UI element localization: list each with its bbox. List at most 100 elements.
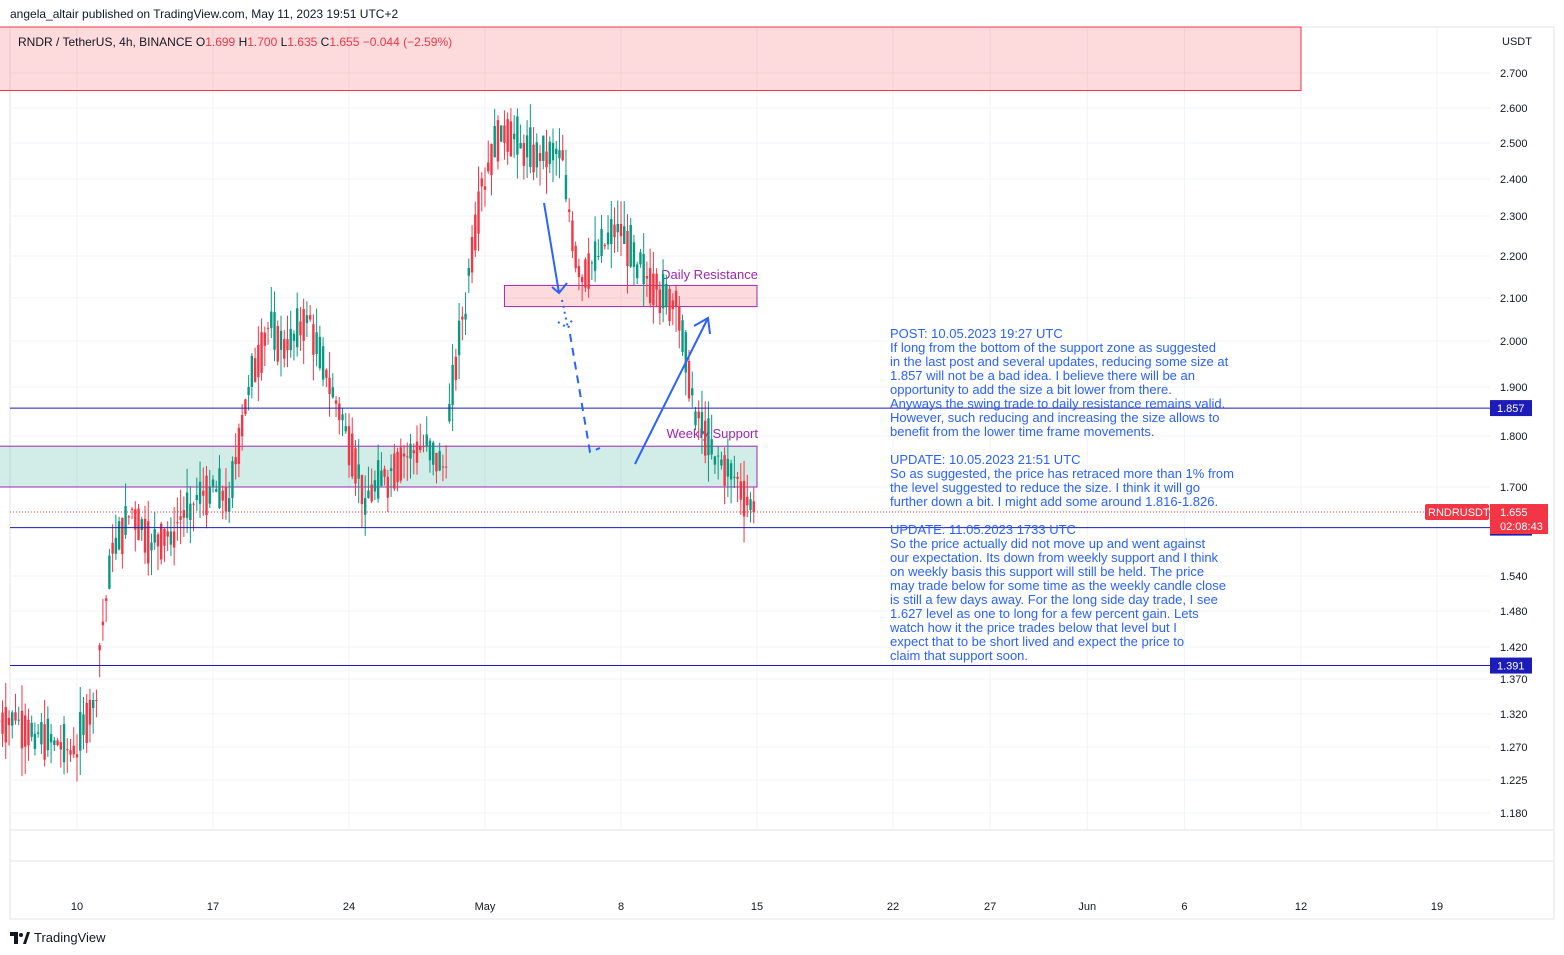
candle-body — [674, 290, 678, 307]
candle-body — [529, 127, 532, 168]
candle-body — [448, 403, 451, 422]
candle-body — [17, 719, 20, 721]
candle-body — [700, 412, 704, 435]
candle-body — [253, 358, 257, 382]
y-tick-label: 1.900 — [1500, 382, 1528, 394]
candle-body — [315, 332, 318, 354]
candle-body — [250, 355, 254, 387]
candle-body — [185, 492, 189, 518]
candle-body — [85, 702, 88, 744]
candle-body — [279, 330, 283, 350]
candle-body — [532, 144, 535, 173]
x-tick-label: 15 — [751, 901, 763, 913]
candle-body — [551, 142, 555, 161]
candle-body — [43, 724, 46, 760]
time-axis: 10 17 24 May 8 15 22 27 Jun 6 12 19 — [71, 901, 1443, 913]
y-tick-label: 1.270 — [1500, 742, 1528, 754]
candle-body — [558, 150, 561, 159]
candle-body — [198, 481, 202, 504]
candle-body — [616, 224, 619, 233]
candle-body — [182, 510, 186, 518]
candle-body — [564, 175, 568, 200]
candle-body — [642, 254, 645, 285]
candle-body — [208, 487, 211, 504]
candle-body — [597, 256, 600, 257]
candle-body — [519, 143, 522, 149]
candle-body — [639, 252, 642, 265]
candle-body — [577, 266, 581, 277]
candle-body — [49, 734, 53, 743]
candle-body — [88, 699, 92, 725]
candle-body — [91, 700, 95, 709]
candle-body — [739, 481, 743, 500]
candle-body — [687, 360, 691, 399]
x-tick-label: 10 — [71, 901, 83, 913]
candle-body — [525, 135, 529, 158]
candle-body — [454, 356, 458, 381]
candle-body — [483, 186, 487, 190]
candle-body — [749, 499, 752, 511]
candle-body — [409, 443, 412, 459]
candle-body — [104, 598, 108, 601]
candle-body — [736, 476, 739, 479]
candle-body — [710, 439, 713, 455]
candle-body — [127, 516, 131, 518]
change-value: −0.044 (−2.59%) — [362, 35, 453, 49]
candle-body — [399, 447, 403, 481]
update-note-1: UPDATE: 10.05.2023 21:51 UTC So as sugge… — [890, 452, 1234, 509]
candle-body — [386, 476, 390, 498]
candle-body — [295, 308, 299, 348]
candle-body — [134, 509, 137, 530]
candle-body — [619, 224, 623, 237]
candle-body — [20, 710, 24, 749]
candle-body — [567, 209, 571, 213]
candle-body — [584, 259, 587, 288]
candle-body — [428, 440, 432, 461]
y-tick-label: 2.100 — [1500, 293, 1528, 305]
candle-body — [587, 253, 590, 289]
x-tick-label: 27 — [984, 901, 996, 913]
x-tick-label: 19 — [1431, 901, 1443, 913]
candle-body — [1, 712, 4, 734]
candle-body — [299, 321, 302, 336]
candle-body — [215, 489, 218, 492]
candle-body — [681, 320, 684, 352]
candle-body — [137, 508, 140, 541]
candle-body — [72, 745, 75, 755]
tradingview-logo[interactable]: TradingView — [10, 930, 106, 945]
candle-body — [101, 621, 105, 626]
candle-body — [234, 457, 237, 465]
high-value: 1.700 — [247, 35, 278, 49]
close-value: 1.655 — [329, 35, 360, 49]
candle-body — [257, 344, 260, 378]
candle-body — [4, 707, 7, 743]
y-tick-label: 2.200 — [1500, 251, 1528, 263]
candle-body — [370, 484, 373, 502]
candle-body — [312, 324, 315, 355]
y-tick-label: 1.480 — [1500, 606, 1528, 618]
down-arrow — [543, 202, 568, 295]
countdown-label: 02:08:43 — [1500, 521, 1543, 533]
close-label: C — [320, 35, 330, 49]
candle-body — [14, 712, 17, 721]
candle-body — [548, 141, 551, 164]
candle-body — [117, 521, 121, 550]
candle-body — [431, 442, 435, 465]
candle-body — [435, 452, 438, 472]
y-tick-label: 2.400 — [1500, 174, 1528, 186]
candle-body — [600, 228, 603, 256]
candle-body — [266, 327, 270, 329]
candle-body — [273, 312, 276, 350]
y-tick-label: 2.500 — [1500, 138, 1528, 150]
candle-body — [461, 316, 464, 320]
candle-body — [542, 135, 545, 161]
symbol-legend: RNDR / TetherUS, 4h, BINANCE O1.699 H1.7… — [18, 35, 452, 49]
candle-body — [260, 332, 263, 373]
candle-body — [438, 451, 441, 471]
candle-body — [82, 714, 85, 735]
candle-body — [159, 523, 163, 560]
candle-body — [480, 178, 483, 187]
candle-body — [406, 456, 409, 458]
